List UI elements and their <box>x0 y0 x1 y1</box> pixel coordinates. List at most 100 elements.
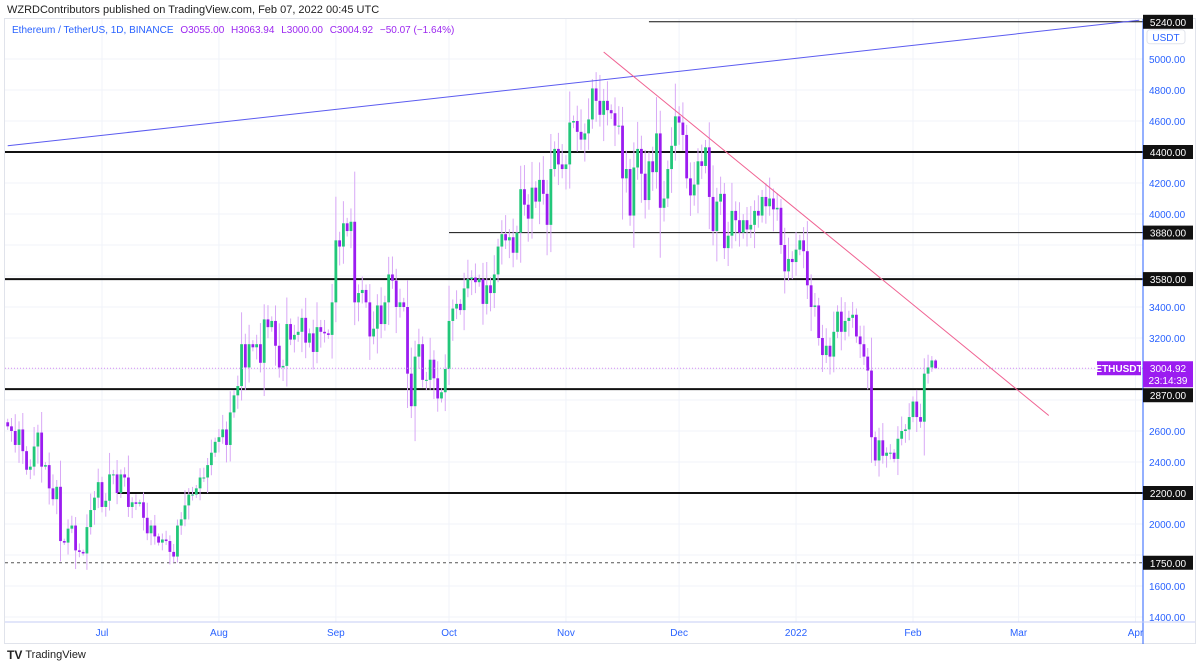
candle-body <box>394 280 398 307</box>
time-tick-label: Jul <box>96 628 109 639</box>
time-tick-label: Apr <box>1128 628 1144 639</box>
candle-body <box>296 331 300 335</box>
candle-body <box>930 360 934 368</box>
candle-body <box>922 373 926 422</box>
candle-body <box>734 210 738 221</box>
candle-body <box>587 119 590 134</box>
candle-body <box>549 169 553 225</box>
candle-body <box>111 474 115 476</box>
candle-body <box>526 204 530 219</box>
price-tick-label: 3400.00 <box>1149 303 1186 314</box>
candle-body <box>564 164 568 170</box>
candle-body <box>756 210 760 216</box>
candle-body <box>836 311 839 332</box>
level-badge-label: 5240.00 <box>1150 18 1187 29</box>
candle-body <box>225 429 228 445</box>
candle-body <box>353 221 357 303</box>
candle-body <box>655 133 658 173</box>
candle-body <box>492 274 496 294</box>
level-badge <box>1143 225 1193 240</box>
candle-body <box>534 187 538 202</box>
level-badge <box>1143 388 1193 403</box>
candle-body <box>541 179 545 194</box>
candle-body <box>805 251 809 286</box>
candle-body <box>372 328 375 337</box>
level-badge <box>1143 272 1193 287</box>
candle-body <box>560 164 564 170</box>
candle-body <box>519 189 523 233</box>
candle-body <box>768 198 772 207</box>
time-tick-label: Nov <box>557 628 575 639</box>
candle-body <box>28 466 32 470</box>
candle-body <box>802 240 805 252</box>
candle-body <box>89 510 93 528</box>
candle-body <box>685 134 689 179</box>
candle-body <box>247 344 251 368</box>
candle-body <box>77 550 81 552</box>
candle-body <box>583 133 587 140</box>
candle-body <box>421 344 425 380</box>
candle-body <box>719 193 723 202</box>
symbol-badge <box>1097 361 1141 376</box>
candle-body <box>96 482 100 498</box>
level-badge-label: 3880.00 <box>1150 229 1187 240</box>
candle-body <box>21 429 25 452</box>
candle-body <box>885 452 888 456</box>
candle-body <box>511 237 515 253</box>
candle-body <box>760 196 764 216</box>
candle-body <box>557 148 560 165</box>
legend-change: −50.07 (−1.64%) <box>379 25 455 36</box>
candle-body <box>379 305 383 325</box>
candle-body <box>888 452 892 454</box>
candle-body <box>613 113 617 126</box>
candle-body <box>681 122 685 135</box>
candle-body <box>266 319 270 328</box>
price-tick-label: 2000.00 <box>1149 520 1186 531</box>
price-tick-label: 1400.00 <box>1149 613 1186 624</box>
candle-body <box>47 465 51 489</box>
tradingview-icon: TV <box>7 648 23 662</box>
time-tick-label: 2022 <box>785 628 808 639</box>
candle-body <box>300 317 304 332</box>
price-tick-label: 3200.00 <box>1149 334 1186 345</box>
candle-body <box>624 169 628 179</box>
candle-body <box>319 327 323 332</box>
candle-body <box>870 370 873 438</box>
candle-body <box>413 356 417 407</box>
candle-body <box>383 302 387 325</box>
candle-body <box>274 320 277 346</box>
candle-body <box>858 336 862 345</box>
candle-body <box>602 100 606 115</box>
candle-body <box>409 373 413 407</box>
candle-body <box>176 525 179 557</box>
candle-body <box>673 116 677 146</box>
candle-body <box>579 131 583 140</box>
candle-body <box>862 344 866 357</box>
candle-body <box>134 502 138 504</box>
candle-body <box>179 519 183 526</box>
symbol-name: Ethereum / TetherUS, 1D, BINANCE <box>12 25 174 36</box>
candle-body <box>704 147 707 166</box>
candle-body <box>711 196 715 232</box>
candle-body <box>221 429 225 438</box>
candle-body <box>391 274 394 281</box>
candle-countdown: 23:14:39 <box>1149 376 1188 387</box>
candle-body <box>738 220 741 233</box>
candle-body <box>855 314 858 337</box>
price-tick-label: 2600.00 <box>1149 427 1186 438</box>
candle-body <box>40 432 44 467</box>
brand-name: TradingView <box>25 649 86 661</box>
candle-body <box>51 488 55 500</box>
candle-body <box>255 344 259 348</box>
candle-body <box>775 207 779 210</box>
candle-body <box>662 198 666 208</box>
candle-body <box>168 541 172 552</box>
candle-body <box>315 327 319 352</box>
tradingview-logo[interactable]: TV TradingView <box>7 648 86 662</box>
candle-body <box>911 401 915 418</box>
candle-body <box>621 125 624 179</box>
candle-body <box>458 303 462 311</box>
candle-body <box>281 365 285 368</box>
candle-body <box>892 452 896 459</box>
